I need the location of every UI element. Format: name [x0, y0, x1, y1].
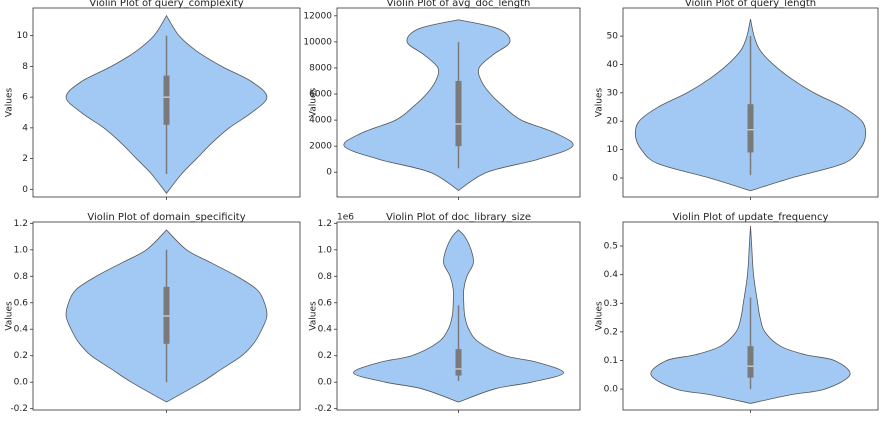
axis-offset-label: 1e6: [337, 213, 354, 223]
y-tick-label: 0.4: [604, 270, 619, 280]
y-tick-label: 1.0: [14, 245, 29, 255]
y-tick-label: 50: [607, 32, 619, 42]
y-tick-label: 0.6: [318, 298, 333, 308]
y-tick-label: 8: [22, 62, 28, 72]
y-tick-label: 10: [17, 31, 29, 41]
chart-title: Violin Plot of query_complexity: [89, 0, 243, 9]
y-tick-label: 30: [607, 88, 619, 98]
y-tick-label: 1.0: [318, 245, 333, 255]
y-tick-label: -0.2: [314, 404, 332, 414]
y-tick-label: 8000: [309, 63, 332, 73]
y-axis-label: Values: [309, 301, 319, 331]
y-tick-label: 12000: [303, 11, 332, 21]
y-tick-label: 0.1: [604, 356, 618, 366]
y-tick-label: -0.2: [10, 404, 28, 414]
y-axis-label: Values: [5, 87, 15, 117]
box: [163, 75, 170, 125]
y-tick-label: 0.2: [14, 351, 28, 361]
y-axis-label: Values: [5, 301, 15, 331]
y-axis-label: Values: [595, 87, 605, 117]
chart-title: Violin Plot of doc_library_size: [386, 212, 531, 223]
y-tick-label: 6: [22, 93, 28, 103]
y-tick-label: 0.3: [604, 299, 618, 309]
box: [747, 346, 754, 378]
y-tick-label: 0.5: [604, 242, 618, 252]
y-tick-label: 2: [22, 154, 28, 164]
y-tick-label: 0.8: [318, 272, 333, 282]
y-tick-label: 20: [607, 117, 619, 127]
chart-title: Violin Plot of domain_specificity: [87, 212, 245, 223]
chart-title: Violin Plot of query_length: [685, 0, 816, 9]
box: [455, 80, 462, 147]
y-tick-label: 0.0: [604, 385, 619, 395]
y-tick-label: 4: [22, 123, 28, 133]
y-axis-label: Values: [309, 87, 319, 117]
box: [163, 286, 170, 344]
y-axis-label: Values: [595, 301, 605, 331]
y-tick-label: 1.2: [318, 219, 332, 229]
y-tick-label: 0.2: [318, 351, 332, 361]
y-tick-label: 6000: [309, 90, 332, 100]
y-tick-label: 0: [612, 173, 618, 183]
y-tick-label: 0.0: [14, 378, 29, 388]
y-tick-label: 10000: [303, 37, 332, 47]
chart-title: Violin Plot of avg_doc_length: [387, 0, 531, 9]
y-tick-label: 1.2: [14, 219, 28, 229]
y-tick-label: 40: [607, 60, 619, 70]
y-tick-label: 2000: [309, 142, 332, 152]
y-tick-label: 0.6: [14, 298, 29, 308]
y-tick-label: 0.0: [318, 378, 333, 388]
y-tick-label: 0.2: [604, 327, 618, 337]
y-tick-label: 0: [326, 168, 332, 178]
y-tick-label: 10: [607, 145, 619, 155]
y-tick-label: 0.4: [14, 325, 29, 335]
y-tick-label: 4000: [309, 116, 332, 126]
chart-title: Violin Plot of update_frequency: [673, 212, 829, 223]
box: [455, 349, 462, 376]
box: [747, 104, 754, 153]
y-tick-label: 0: [22, 185, 28, 195]
y-tick-label: 0.4: [318, 325, 333, 335]
y-tick-label: 0.8: [14, 272, 29, 282]
